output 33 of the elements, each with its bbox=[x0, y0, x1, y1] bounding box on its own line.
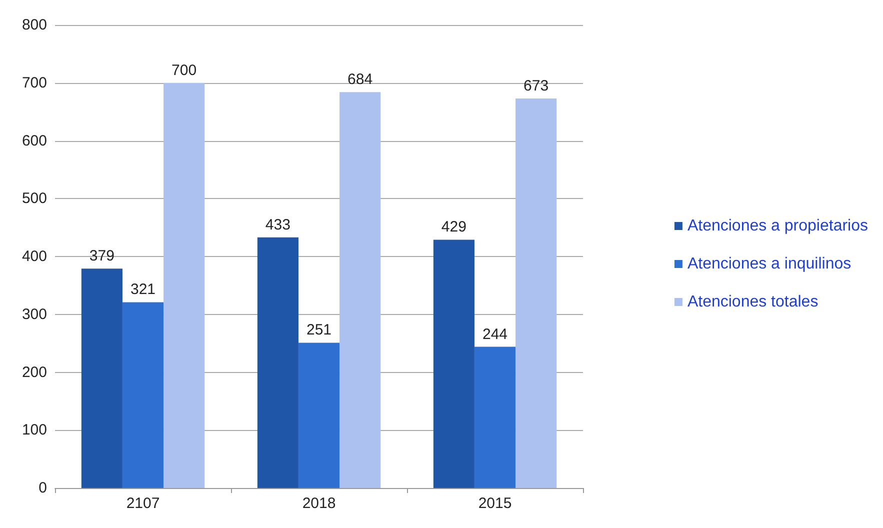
data-label: 321 bbox=[130, 281, 156, 298]
data-label: 673 bbox=[524, 78, 549, 94]
bar bbox=[340, 92, 381, 488]
y-tick-label: 500 bbox=[22, 190, 47, 208]
bar bbox=[164, 82, 205, 488]
y-tick-label: 800 bbox=[22, 16, 47, 34]
legend-label: Atenciones a propietarios bbox=[687, 218, 868, 234]
bar bbox=[81, 268, 122, 488]
y-tick-label: 400 bbox=[22, 248, 47, 265]
data-label: 379 bbox=[89, 248, 114, 265]
y-tick-label: 600 bbox=[22, 132, 47, 150]
bar bbox=[122, 302, 164, 488]
legend-label: Atenciones totales bbox=[687, 294, 818, 310]
data-label: 433 bbox=[265, 216, 290, 234]
data-label: 700 bbox=[172, 62, 197, 79]
bar bbox=[257, 237, 298, 488]
bar bbox=[298, 342, 340, 488]
y-tick-label: 300 bbox=[22, 306, 47, 323]
y-tick-label: 200 bbox=[22, 364, 47, 381]
y-tick-label: 700 bbox=[22, 74, 47, 92]
data-label: 429 bbox=[441, 218, 466, 236]
bar bbox=[516, 98, 557, 488]
x-tick-label: 2015 bbox=[478, 495, 512, 512]
data-label: 244 bbox=[482, 326, 508, 343]
bar bbox=[474, 346, 516, 488]
x-tick-label: 2018 bbox=[302, 495, 336, 512]
y-tick-label: 100 bbox=[22, 422, 47, 439]
data-label: 251 bbox=[306, 322, 332, 339]
data-label: 684 bbox=[348, 71, 373, 88]
legend-label: Atenciones a inquilinos bbox=[687, 256, 852, 272]
y-tick-label: 0 bbox=[38, 480, 47, 496]
bar bbox=[433, 240, 474, 488]
x-tick-label: 2107 bbox=[126, 495, 160, 512]
